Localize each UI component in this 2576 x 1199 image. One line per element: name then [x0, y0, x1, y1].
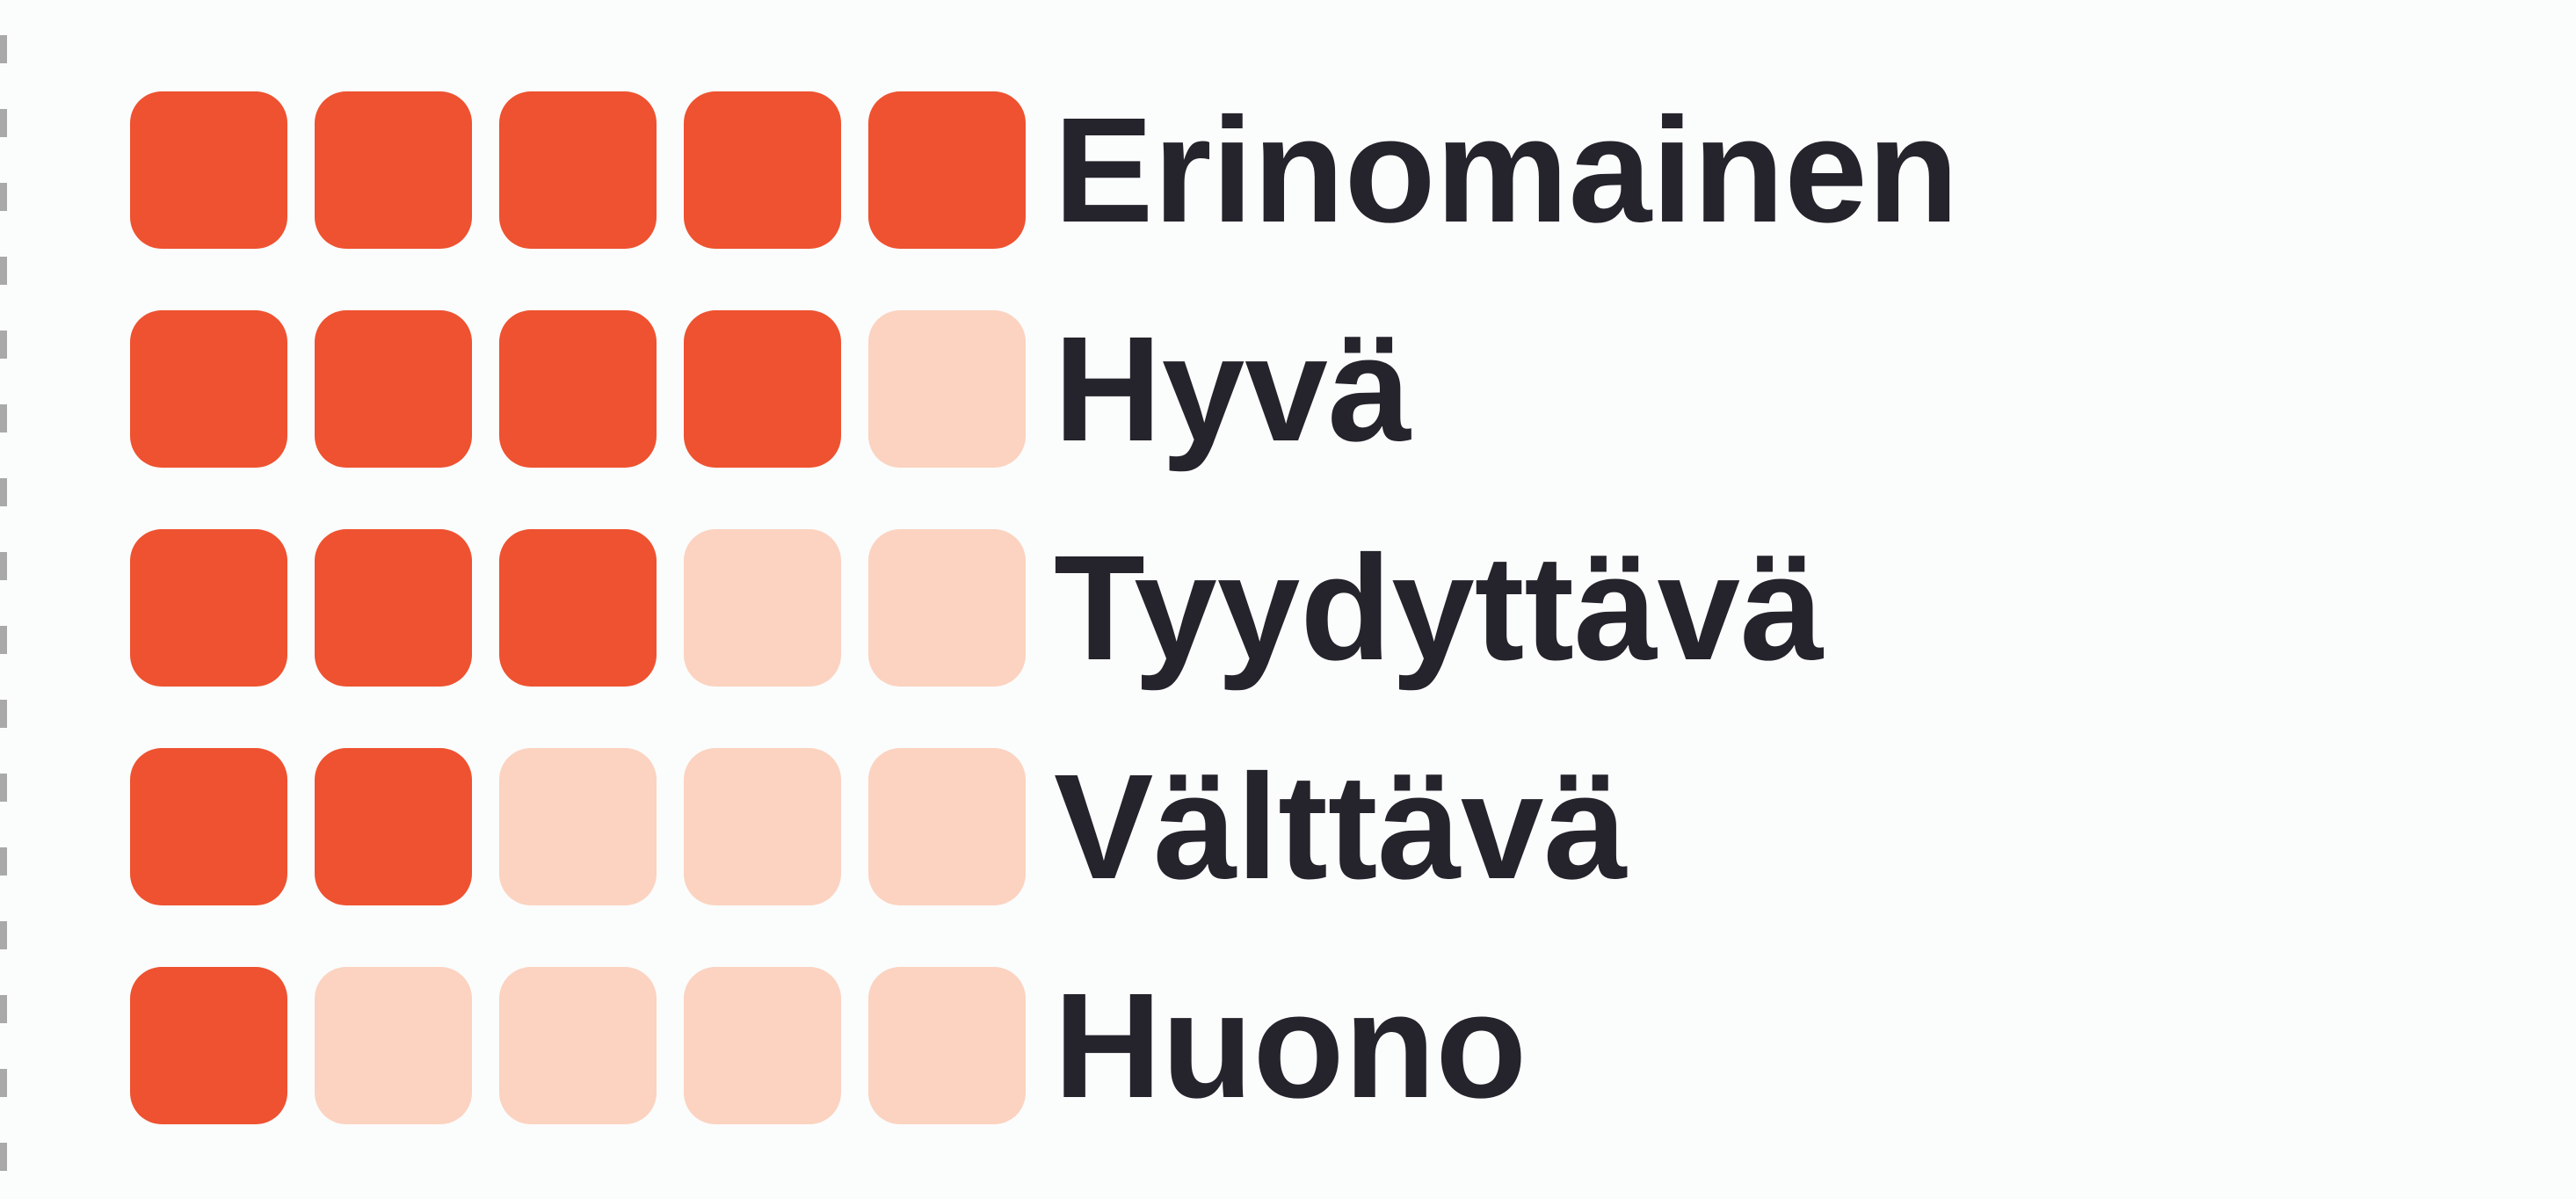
rating-label: Erinomainen [1054, 86, 1959, 254]
empty-square-icon [868, 967, 1026, 1124]
filled-square-icon [130, 310, 287, 468]
empty-square-icon [868, 748, 1026, 905]
empty-square-icon [868, 310, 1026, 468]
filled-square-icon [499, 91, 657, 249]
empty-square-icon [499, 967, 657, 1124]
rating-row: Tyydyttävä [130, 529, 1824, 687]
filled-square-icon [130, 91, 287, 249]
filled-square-icon [130, 748, 287, 905]
empty-square-icon [499, 748, 657, 905]
empty-square-icon [868, 529, 1026, 687]
rating-label: Hyvä [1054, 305, 1411, 473]
rating-label: Huono [1054, 962, 1527, 1130]
filled-square-icon [868, 91, 1026, 249]
empty-square-icon [684, 529, 841, 687]
filled-square-icon [684, 91, 841, 249]
filled-square-icon [499, 310, 657, 468]
rating-row: Huono [130, 967, 1527, 1124]
filled-square-icon [130, 529, 287, 687]
filled-square-icon [315, 529, 472, 687]
filled-square-icon [315, 748, 472, 905]
dashed-divider [0, 0, 7, 1199]
rating-row: Hyvä [130, 310, 1411, 468]
filled-square-icon [315, 91, 472, 249]
empty-square-icon [684, 748, 841, 905]
empty-square-icon [684, 967, 841, 1124]
rating-label: Tyydyttävä [1054, 524, 1824, 692]
rating-row: Välttävä [130, 748, 1627, 905]
empty-square-icon [315, 967, 472, 1124]
filled-square-icon [684, 310, 841, 468]
rating-label: Välttävä [1054, 743, 1628, 911]
rating-row: Erinomainen [130, 91, 1959, 249]
filled-square-icon [315, 310, 472, 468]
filled-square-icon [499, 529, 657, 687]
filled-square-icon [130, 967, 287, 1124]
